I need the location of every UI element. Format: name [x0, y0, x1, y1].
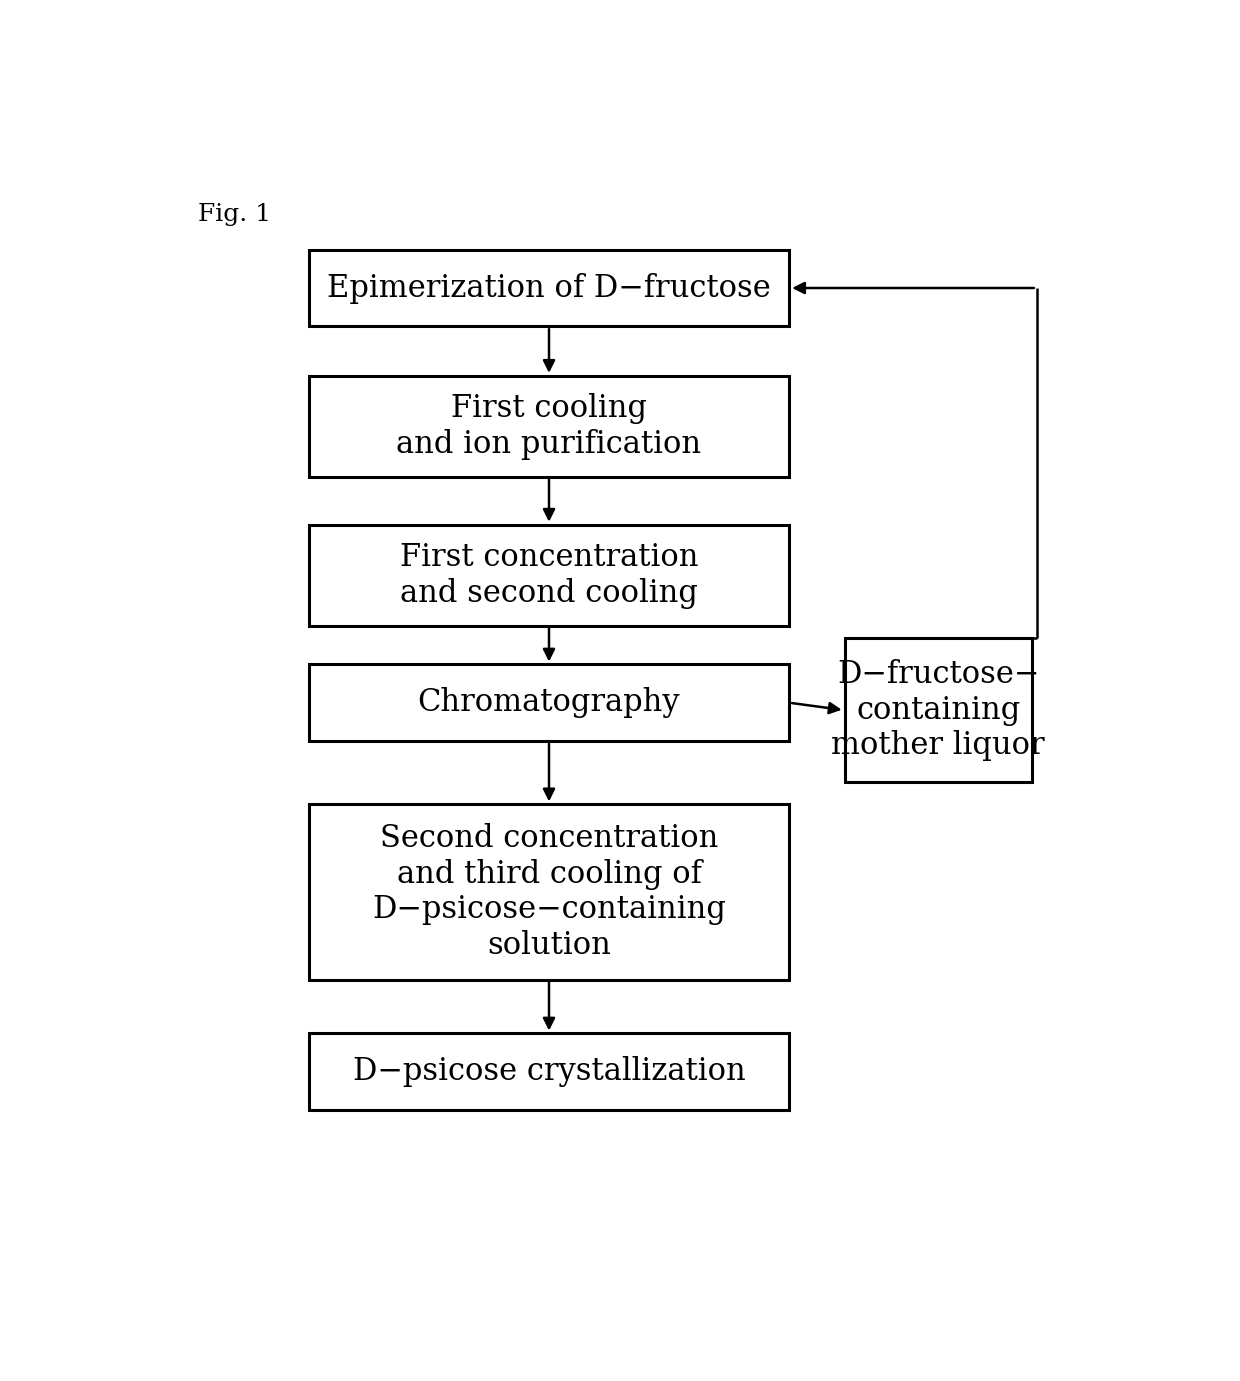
Text: D−fructose−
containing
mother liquor: D−fructose− containing mother liquor: [831, 659, 1045, 761]
Bar: [309, 250, 789, 326]
Text: Second concentration
and third cooling of
D−psicose−containing
solution: Second concentration and third cooling o…: [372, 823, 725, 961]
Bar: [309, 664, 789, 742]
Text: Epimerization of D−fructose: Epimerization of D−fructose: [327, 272, 771, 304]
Bar: [309, 1033, 789, 1110]
Text: D−psicose crystallization: D−psicose crystallization: [352, 1056, 745, 1087]
Bar: [309, 804, 789, 979]
Bar: [309, 376, 789, 476]
Text: First cooling
and ion purification: First cooling and ion purification: [397, 392, 702, 460]
Bar: [844, 638, 1032, 782]
Text: First concentration
and second cooling: First concentration and second cooling: [399, 541, 698, 609]
Bar: [309, 525, 789, 626]
Text: Fig. 1: Fig. 1: [198, 203, 272, 226]
Text: Chromatography: Chromatography: [418, 688, 681, 718]
